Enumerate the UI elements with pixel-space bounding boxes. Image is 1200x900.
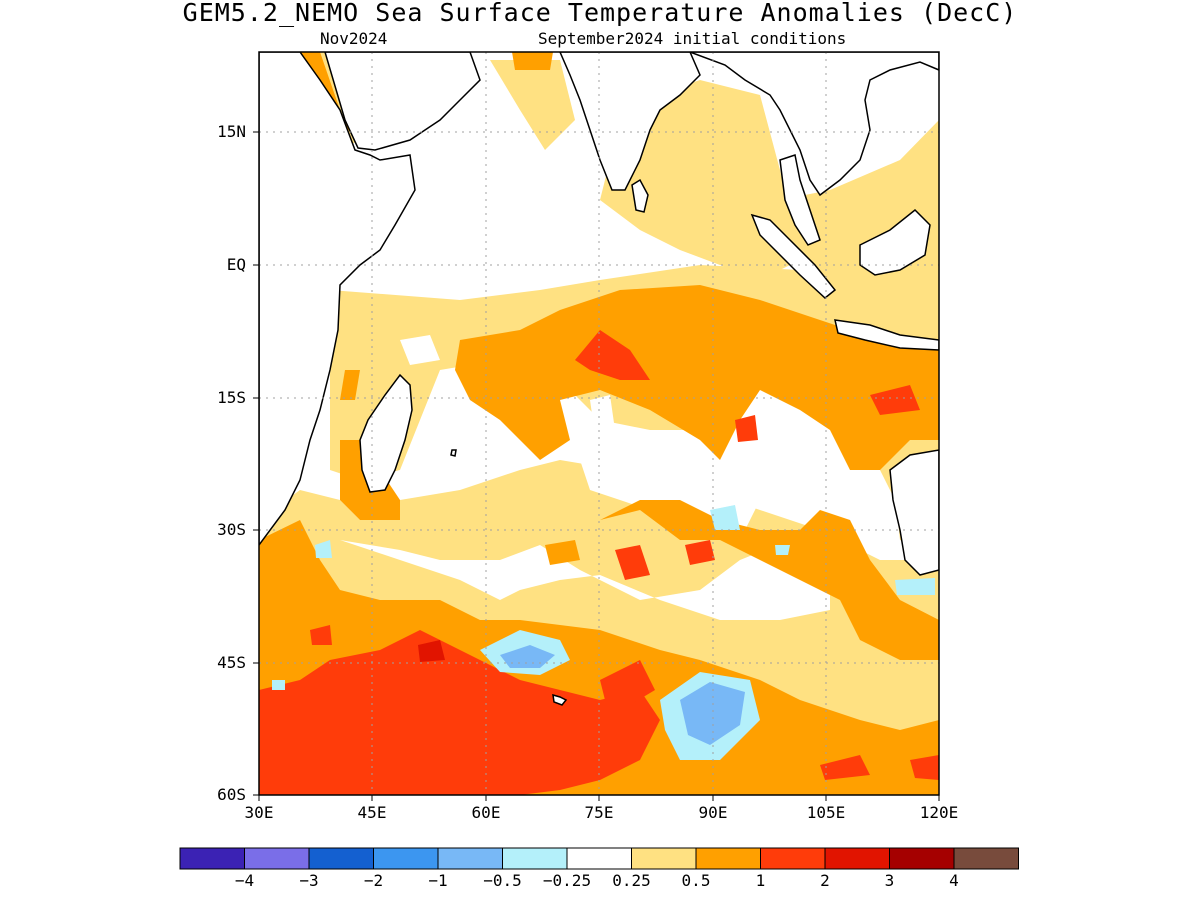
colorbar-swatch <box>373 847 439 870</box>
land-outlines <box>259 52 939 706</box>
lon-label-45e: 45E <box>357 803 387 822</box>
colorbar-label: 4 <box>949 871 959 890</box>
colorbar-swatch <box>695 847 761 870</box>
colorbar-swatch <box>437 847 503 870</box>
colorbar-label: 2 <box>820 871 830 890</box>
initial-conditions-label: September2024 initial conditions <box>538 29 847 48</box>
map-grid <box>259 52 939 795</box>
mauritius-outline <box>450 449 457 457</box>
anomaly-field <box>259 52 939 795</box>
colorbar-swatch <box>760 847 826 870</box>
indian-subcontinent-outline <box>559 52 701 191</box>
lat-label-30s: 30S <box>217 520 246 539</box>
lat-label-15s: 15S <box>217 388 246 407</box>
colorbar-swatch <box>566 847 632 870</box>
lon-label-90e: 90E <box>698 803 728 822</box>
forecast-month-label: Nov2024 <box>320 29 388 48</box>
colorbar-label: −2 <box>363 871 384 890</box>
madagascar-outline <box>359 373 413 493</box>
colorbar-swatch <box>244 847 310 870</box>
lat-label-eq: EQ <box>226 255 246 274</box>
anomaly-fill-2 <box>418 640 445 662</box>
colorbar-label: 0.25 <box>612 871 651 890</box>
borneo-outline <box>859 208 931 276</box>
lat-label-60s: 60S <box>217 785 246 804</box>
malay-peninsula-outline <box>779 154 821 246</box>
sri-lanka-outline <box>631 178 649 213</box>
colorbar-swatch <box>179 847 245 870</box>
lat-label-45s: 45S <box>217 653 246 672</box>
lon-label-105e: 105E <box>806 803 846 822</box>
colorbar-label: −4 <box>234 871 255 890</box>
lon-label-30e: 30E <box>244 803 274 822</box>
southeast-asia-outline <box>689 52 939 197</box>
colorbar-label: 0.5 <box>681 871 711 890</box>
australia-outline <box>889 449 939 576</box>
colorbar-swatch <box>824 847 890 870</box>
colorbar-swatch <box>308 847 374 870</box>
lon-label-120e: 120E <box>919 803 959 822</box>
java-outline <box>834 319 939 351</box>
kerguelen-outline <box>552 693 568 706</box>
anomaly-fill-negative <box>272 82 935 760</box>
colorbar-label: 3 <box>884 871 895 890</box>
colorbar-swatch <box>502 847 568 870</box>
lon-label-75e: 75E <box>584 803 614 822</box>
colorbar-label: −0.25 <box>542 871 592 890</box>
colorbar <box>179 847 1019 870</box>
axis-ticks <box>253 131 940 801</box>
sumatra-outline <box>750 213 837 299</box>
lon-label-60e: 60E <box>471 803 501 822</box>
lat-label-15n: 15N <box>217 122 246 141</box>
colorbar-swatch <box>953 847 1019 870</box>
colorbar-label: −1 <box>428 871 448 890</box>
colorbar-swatch <box>631 847 697 870</box>
colorbar-label: −0.5 <box>483 871 522 890</box>
colorbar-label: 1 <box>755 871 766 890</box>
africa-outline <box>259 52 416 547</box>
chart-title: GEM5.2_NEMO Sea Surface Temperature Anom… <box>182 0 1018 27</box>
colorbar-label: −3 <box>299 871 319 890</box>
arabian-peninsula-outline <box>324 52 481 151</box>
colorbar-swatch <box>889 847 955 870</box>
anomaly-fill-1 <box>259 330 939 795</box>
